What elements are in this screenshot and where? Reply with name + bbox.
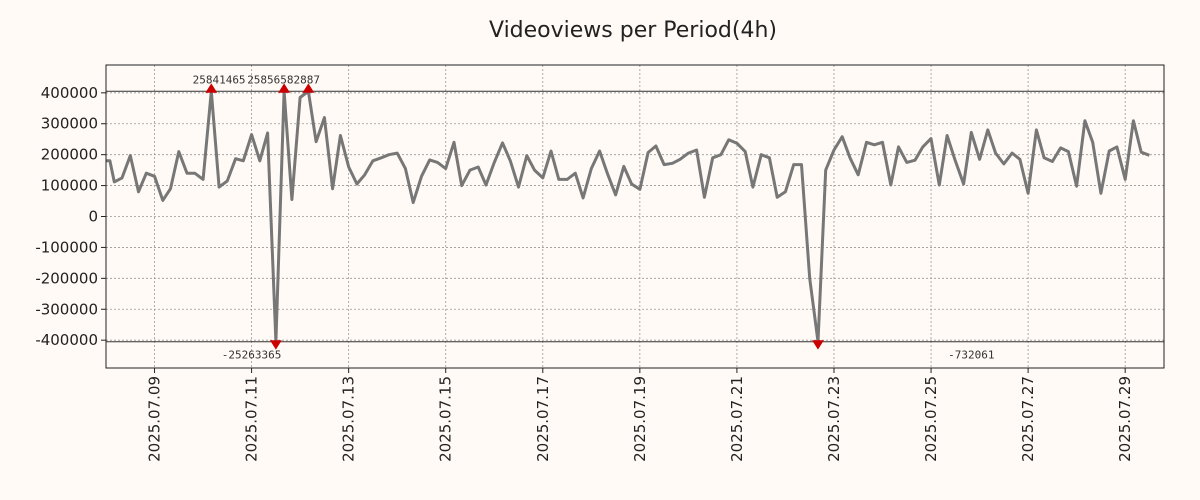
peak-marker-down: [812, 340, 824, 350]
data-annotation: 25841465: [193, 73, 246, 86]
peak-marker-down: [269, 340, 282, 350]
y-tick-label: 100000: [41, 177, 98, 195]
y-tick-label: -100000: [35, 238, 98, 256]
x-tick-label: 2025.07.29: [1116, 376, 1134, 462]
data-annotation: -732061: [948, 349, 994, 362]
x-axis: 2025.07.09 2025.07.11 2025.07.13 2025.07.15…: [146, 368, 1134, 462]
x-tick-label: 2025.07.27: [1019, 376, 1037, 462]
data-annotation: 25856582887: [247, 73, 320, 86]
x-tick-label: 2025.07.25: [922, 376, 940, 462]
data-annotation: -25263365: [222, 349, 282, 362]
y-tick-label: -300000: [35, 300, 98, 318]
y-tick-label: 400000: [41, 84, 98, 102]
peak-markers: [205, 83, 824, 350]
x-tick-label: 2025.07.15: [437, 376, 455, 462]
x-tick-label: 2025.07.19: [631, 376, 649, 462]
y-tick-label: -200000: [35, 269, 98, 287]
x-tick-label: 2025.07.23: [825, 376, 843, 462]
x-tick-label: 2025.07.11: [243, 376, 261, 462]
series-line-videoviews: [106, 89, 1150, 344]
peak-marker-up: [205, 83, 218, 93]
x-tick-label: 2025.07.09: [146, 376, 164, 462]
peak-marker-up: [278, 83, 291, 93]
chart-title: Videoviews per Period(4h): [489, 18, 777, 43]
peak-marker-up: [302, 83, 315, 93]
y-tick-label: 0: [88, 208, 98, 226]
x-tick-label: 2025.07.21: [728, 376, 746, 462]
y-tick-label: 300000: [41, 115, 98, 133]
x-tick-label: 2025.07.17: [534, 376, 552, 462]
annotations: 25841465 25856582887 -25263365 -732061: [193, 73, 995, 361]
y-tick-label: 200000: [41, 146, 98, 164]
x-tick-label: 2025.07.13: [340, 376, 358, 462]
y-tick-label: -400000: [35, 331, 98, 349]
y-axis: 400000 300000 200000 100000 0 -100000 -200000 -…: [35, 84, 106, 349]
